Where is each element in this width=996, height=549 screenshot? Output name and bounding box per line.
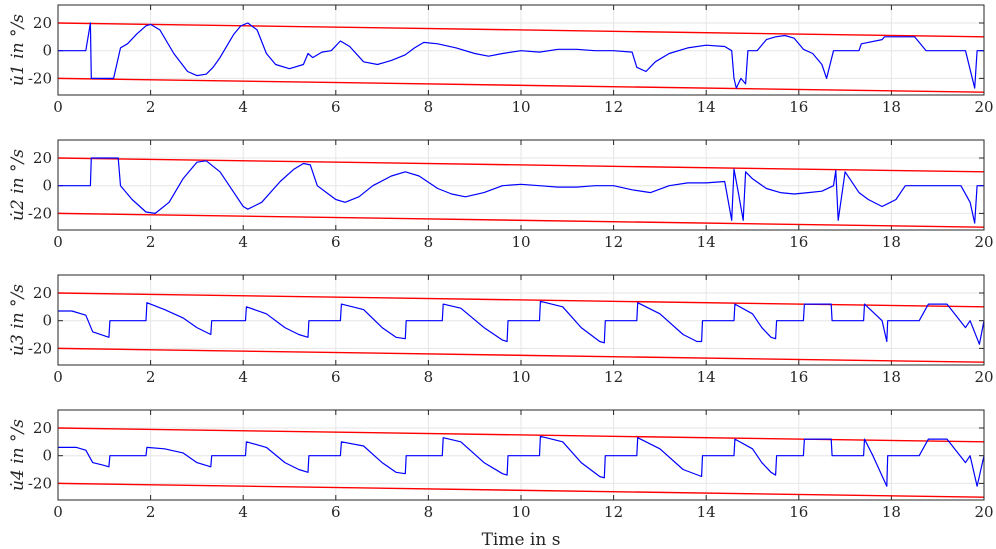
- y-tick-label: -20: [28, 474, 52, 492]
- y-tick-label: 20: [33, 419, 52, 437]
- upper-bound-line: [58, 157, 984, 173]
- y-tick-label: -20: [28, 69, 52, 87]
- x-tick-label: 2: [146, 233, 156, 251]
- lower-bound-line: [58, 77, 984, 93]
- x-tick-label: 2: [146, 368, 156, 386]
- x-tick-label: 10: [511, 98, 530, 116]
- x-tick-label: 4: [238, 368, 248, 386]
- x-tick-label: 18: [882, 503, 901, 521]
- x-tick-label: 12: [604, 98, 623, 116]
- axes-box: [57, 274, 985, 366]
- x-tick-label: 20: [974, 98, 993, 116]
- x-tick-label: 6: [331, 368, 341, 386]
- x-tick-label: 8: [424, 503, 434, 521]
- y-tick-label: 0: [42, 177, 52, 195]
- x-tick-label: 16: [789, 98, 808, 116]
- y-tick-label: -20: [28, 339, 52, 357]
- x-tick-label: 20: [974, 368, 993, 386]
- x-tick-label: 14: [697, 368, 716, 386]
- x-tick-label: 0: [53, 233, 63, 251]
- x-tick-label: 12: [604, 503, 623, 521]
- x-tick-label: 10: [511, 233, 530, 251]
- x-tick-label: 0: [53, 368, 63, 386]
- y-tick-label: 0: [42, 447, 52, 465]
- subplot-1-ylabel: u̇1 in °/s: [8, 14, 28, 86]
- signal-line: [58, 157, 984, 224]
- x-tick-label: 8: [424, 98, 434, 116]
- axes-box: [57, 139, 985, 231]
- y-tick-label: 20: [33, 284, 52, 302]
- x-tick-label: 2: [146, 503, 156, 521]
- x-axis-label: Time in s: [482, 530, 561, 549]
- x-tick-label: 0: [53, 503, 63, 521]
- x-tick-label: 18: [882, 233, 901, 251]
- x-tick-label: 14: [697, 503, 716, 521]
- x-tick-label: 2: [146, 98, 156, 116]
- y-tick-label: 20: [33, 14, 52, 32]
- axes-box: [57, 409, 985, 501]
- x-tick-label: 4: [238, 503, 248, 521]
- x-tick-label: 16: [789, 503, 808, 521]
- lower-bound-line: [58, 347, 984, 363]
- x-tick-label: 4: [238, 233, 248, 251]
- x-tick-label: 8: [424, 233, 434, 251]
- x-tick-label: 6: [331, 233, 341, 251]
- y-tick-label: -20: [28, 204, 52, 222]
- x-tick-label: 10: [511, 368, 530, 386]
- subplot-2-ylabel: u̇2 in °/s: [8, 149, 28, 221]
- x-tick-label: 8: [424, 368, 434, 386]
- x-tick-label: 14: [697, 233, 716, 251]
- signal-line: [58, 435, 984, 487]
- x-tick-label: 10: [511, 503, 530, 521]
- y-tick-label: 20: [33, 149, 52, 167]
- x-tick-label: 20: [974, 233, 993, 251]
- x-tick-label: 4: [238, 98, 248, 116]
- x-tick-label: 18: [882, 368, 901, 386]
- signal-line: [58, 22, 984, 89]
- x-tick-label: 6: [331, 503, 341, 521]
- x-tick-label: 12: [604, 368, 623, 386]
- x-tick-label: 18: [882, 98, 901, 116]
- x-tick-label: 14: [697, 98, 716, 116]
- lower-bound-line: [58, 482, 984, 498]
- lower-bound-line: [58, 212, 984, 228]
- x-tick-label: 6: [331, 98, 341, 116]
- signal-line: [58, 300, 984, 345]
- upper-bound-line: [58, 22, 984, 38]
- y-tick-label: 0: [42, 42, 52, 60]
- y-tick-label: 0: [42, 312, 52, 330]
- subplot-3-ylabel: u̇3 in °/s: [8, 284, 28, 356]
- subplot-4-ylabel: u̇4 in °/s: [8, 419, 28, 491]
- x-tick-label: 12: [604, 233, 623, 251]
- x-tick-label: 20: [974, 503, 993, 521]
- axes-box: [57, 4, 985, 96]
- x-tick-label: 16: [789, 368, 808, 386]
- x-tick-label: 0: [53, 98, 63, 116]
- x-tick-label: 16: [789, 233, 808, 251]
